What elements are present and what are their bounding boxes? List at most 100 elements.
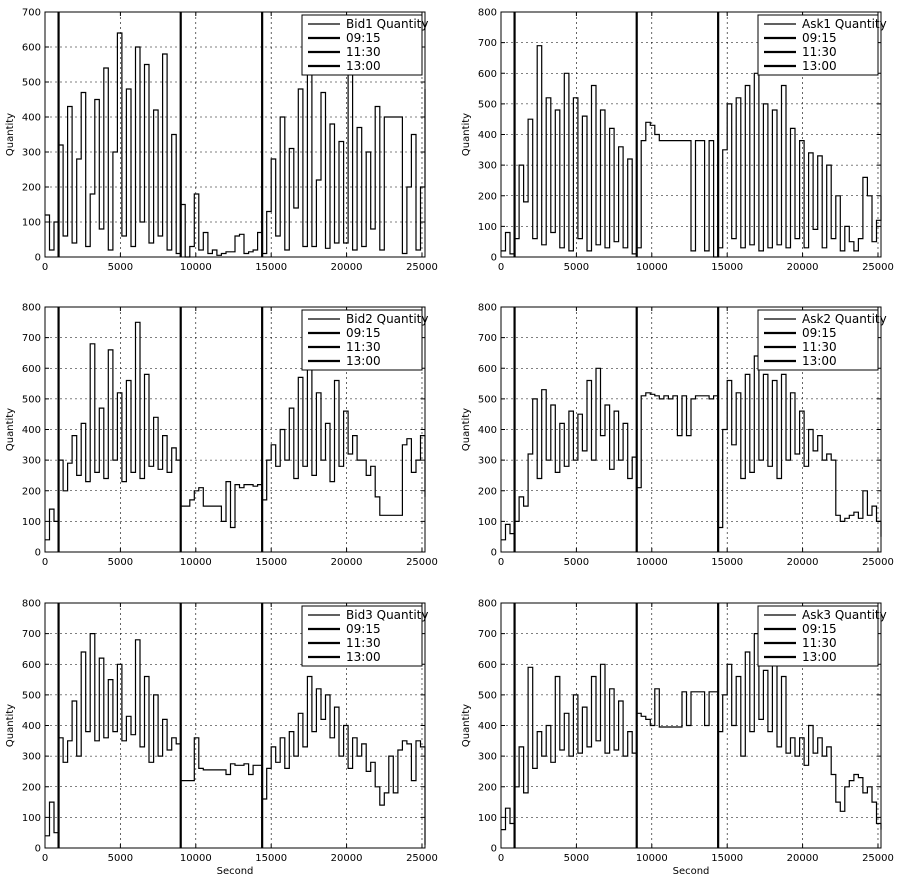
x-tick-label: 0 (498, 557, 504, 568)
y-axis-label: Quantity (5, 704, 16, 747)
y-axis-label: Quantity (461, 408, 472, 451)
legend-label: 13:00 (346, 354, 381, 368)
y-tick-label: 100 (22, 813, 41, 824)
y-tick-label: 600 (22, 364, 41, 375)
x-tick-label: 5000 (108, 853, 133, 864)
legend-label: 13:00 (802, 59, 837, 73)
x-tick-label: 25000 (862, 557, 894, 568)
x-tick-label: 15000 (711, 557, 743, 568)
y-tick-label: 500 (478, 690, 497, 701)
y-tick-label: 300 (22, 752, 41, 763)
y-tick-label: 200 (478, 191, 497, 202)
plot-frame (500, 11, 882, 258)
legend-label: Bid1 Quantity (346, 17, 429, 31)
y-tick-label: 700 (22, 629, 41, 640)
y-tick-label: 300 (22, 456, 41, 467)
legend-label: Ask1 Quantity (802, 17, 887, 31)
y-tick-label: 400 (478, 721, 497, 732)
legend-label: 13:00 (802, 650, 837, 664)
y-tick-label: 0 (35, 253, 41, 264)
y-tick-label: 800 (478, 599, 497, 610)
legend-label: 11:30 (346, 45, 381, 59)
series-line-bid2-quantity (45, 321, 426, 541)
y-tick-label: 400 (478, 425, 497, 436)
x-tick-label: 25000 (406, 557, 438, 568)
x-axis-label: Second (217, 866, 254, 877)
legend-label: 11:30 (802, 636, 837, 650)
legend-label: Bid2 Quantity (346, 312, 429, 326)
y-tick-label: 500 (478, 394, 497, 405)
y-tick-label: 100 (22, 218, 41, 229)
y-tick-label: 600 (22, 43, 41, 54)
y-tick-label: 400 (22, 721, 41, 732)
chart-panel-1: 0 5000 10000 15000 20000 25000 0 100 200 300 400 50… (5, 8, 438, 274)
y-tick-label: 700 (22, 333, 41, 344)
x-tick-label: 0 (42, 557, 48, 568)
x-tick-label: 25000 (862, 853, 894, 864)
plot-frame (44, 306, 426, 553)
y-tick-label: 0 (491, 253, 497, 264)
y-axis-label: Quantity (5, 408, 16, 451)
y-tick-label: 300 (478, 456, 497, 467)
y-tick-label: 0 (491, 844, 497, 855)
y-tick-label: 200 (22, 486, 41, 497)
y-axis-label: Quantity (461, 113, 472, 156)
y-tick-label: 400 (478, 130, 497, 141)
legend-label: 11:30 (346, 636, 381, 650)
x-tick-label: 20000 (331, 853, 363, 864)
plot-frame (44, 11, 426, 258)
x-tick-label: 5000 (564, 853, 589, 864)
legend-label: 13:00 (802, 354, 837, 368)
x-tick-label: 5000 (108, 557, 133, 568)
legend-label: 11:30 (802, 45, 837, 59)
legend-label: 11:30 (346, 340, 381, 354)
legend-label: 09:15 (802, 31, 837, 45)
chart-panel-6: 0 5000 10000 15000 20000 25000 0 100 200 300 400 50… (461, 599, 894, 878)
y-tick-label: 800 (478, 303, 497, 314)
series-line-bid3-quantity (45, 633, 426, 845)
y-tick-label: 100 (478, 222, 497, 233)
x-tick-label: 0 (42, 262, 48, 273)
y-tick-label: 400 (22, 113, 41, 124)
x-tick-label: 25000 (406, 262, 438, 273)
x-tick-label: 20000 (787, 853, 819, 864)
y-tick-label: 700 (478, 333, 497, 344)
y-tick-label: 800 (22, 599, 41, 610)
x-tick-label: 20000 (331, 557, 363, 568)
y-tick-label: 800 (22, 303, 41, 314)
y-tick-label: 700 (22, 8, 41, 19)
plot-frame (44, 602, 426, 849)
x-tick-label: 0 (498, 262, 504, 273)
y-tick-label: 600 (478, 364, 497, 375)
plot-frame (500, 602, 882, 849)
legend-label: 09:15 (346, 31, 381, 45)
y-tick-label: 800 (478, 8, 497, 19)
legend-label: 11:30 (802, 340, 837, 354)
x-tick-label: 5000 (108, 262, 133, 273)
chart-panel-3: 0 5000 10000 15000 20000 25000 0 100 200 300 400 50… (5, 303, 438, 569)
chart-panel-2: 0 5000 10000 15000 20000 25000 0 100 200 300 400 50… (461, 8, 894, 274)
x-tick-label: 15000 (255, 557, 287, 568)
legend-label: 09:15 (802, 622, 837, 636)
legend-label: 09:15 (346, 622, 381, 636)
y-tick-label: 600 (22, 660, 41, 671)
x-tick-label: 20000 (331, 262, 363, 273)
x-tick-label: 5000 (564, 262, 589, 273)
series-line-ask2-quantity (501, 355, 882, 541)
chart-panel-5: 0 5000 10000 15000 20000 25000 0 100 200 300 400 50… (5, 599, 438, 878)
y-axis-label: Quantity (5, 113, 16, 156)
x-tick-label: 15000 (255, 853, 287, 864)
y-tick-label: 100 (478, 813, 497, 824)
y-tick-label: 600 (478, 69, 497, 80)
x-tick-label: 25000 (406, 853, 438, 864)
y-tick-label: 200 (478, 486, 497, 497)
x-tick-label: 5000 (564, 557, 589, 568)
legend-label: 13:00 (346, 59, 381, 73)
x-tick-label: 20000 (787, 557, 819, 568)
x-tick-label: 20000 (787, 262, 819, 273)
